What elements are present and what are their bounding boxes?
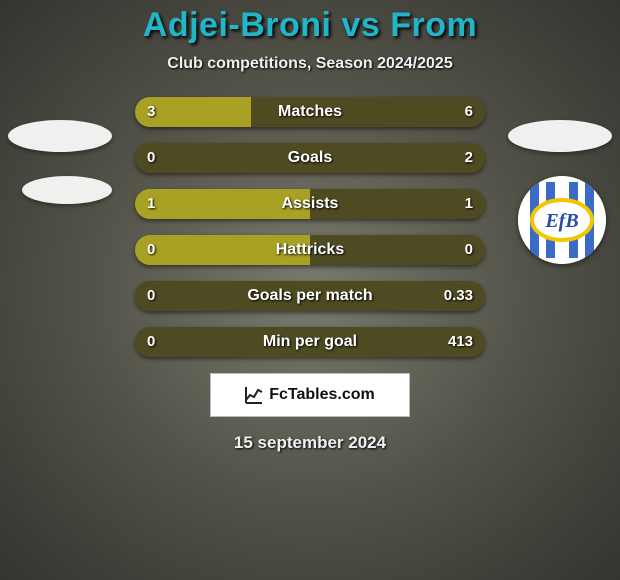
stat-bar: 02Goals <box>135 143 485 173</box>
stat-label: Goals per match <box>135 281 485 311</box>
stat-bar: 11Assists <box>135 189 485 219</box>
footer-date: 15 september 2024 <box>0 433 620 453</box>
fctables-icon <box>245 386 263 404</box>
stat-label: Min per goal <box>135 327 485 357</box>
stat-label: Goals <box>135 143 485 173</box>
branding-text: FcTables.com <box>269 386 375 404</box>
branding-box: FcTables.com <box>210 373 410 417</box>
stat-bar: 36Matches <box>135 97 485 127</box>
subtitle: Club competitions, Season 2024/2025 <box>0 55 620 73</box>
page-title: Adjei-Broni vs From <box>0 0 620 45</box>
stat-label: Assists <box>135 189 485 219</box>
stat-label: Matches <box>135 97 485 127</box>
stats-bars: 36Matches 02Goals 11Assists 00Hattricks 00.3… <box>0 97 620 357</box>
stat-bar: 00Hattricks <box>135 235 485 265</box>
stat-bar: 00.33Goals per match <box>135 281 485 311</box>
stat-label: Hattricks <box>135 235 485 265</box>
stat-bar: 0413Min per goal <box>135 327 485 357</box>
